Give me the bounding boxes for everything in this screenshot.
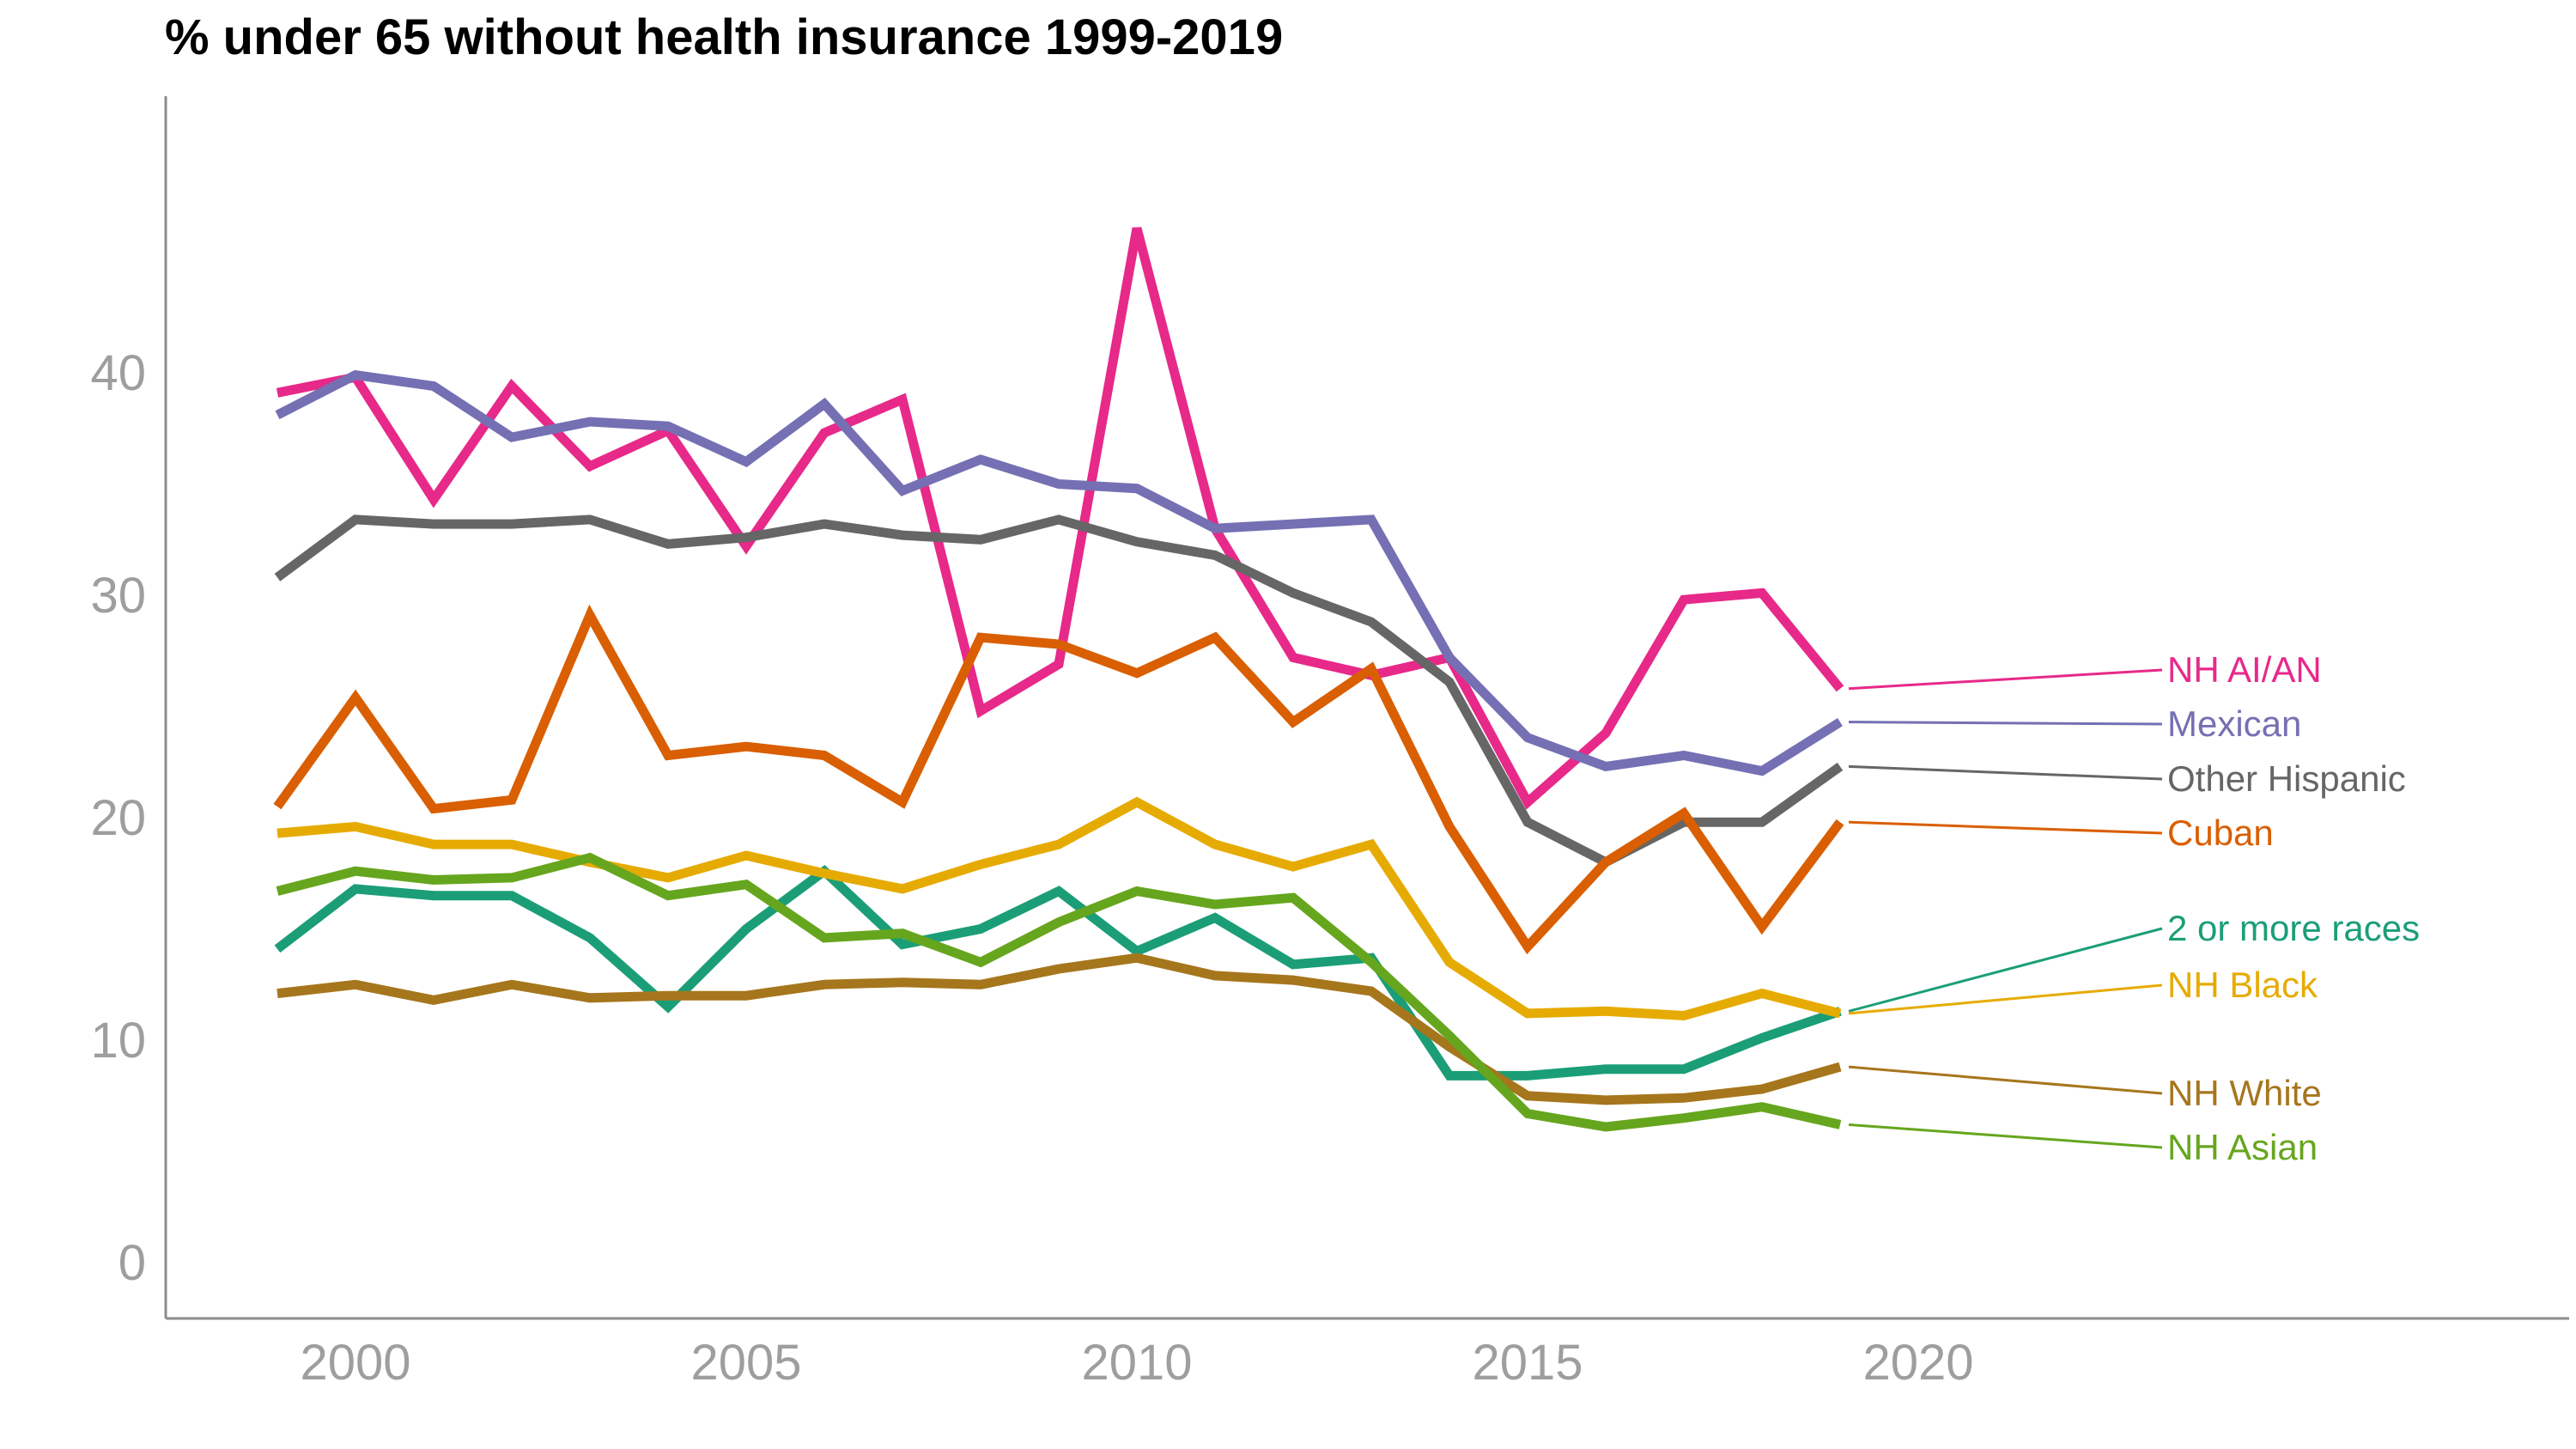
leader-line-other-hispanic [1848, 764, 2163, 781]
series-line-mexican [275, 369, 1843, 776]
y-tick-label: 0 [118, 1235, 146, 1291]
chart-title: % under 65 without health insurance 1999… [165, 9, 1284, 65]
leader-line-cuban [1848, 820, 2163, 835]
x-tick-label: 2020 [1862, 1335, 1973, 1391]
x-tick-label: 2010 [1081, 1335, 1192, 1391]
y-tick-label: 40 [90, 345, 146, 401]
series-label-nh-white: NH White [2167, 1073, 2322, 1113]
y-tick-labels: 0 10 20 30 40 [90, 345, 146, 1291]
series-line-cuban [273, 604, 1844, 955]
leader-line-nh-white [1848, 1065, 2163, 1095]
series-line-nh-white [276, 953, 1842, 1105]
leader-line-nh-ai-an [1848, 668, 2163, 691]
x-tick-label: 2015 [1472, 1335, 1583, 1391]
leader-line-nh-black [1848, 983, 2163, 1015]
x-tick-label: 2005 [690, 1335, 801, 1391]
x-tick-label: 2000 [300, 1335, 410, 1391]
series-label-nh-black: NH Black [2167, 965, 2318, 1005]
x-tick-labels: 2000 2005 2010 2015 2020 [300, 1335, 1973, 1391]
series-label-2-or-more-races: 2 or more races [2167, 908, 2420, 948]
series-label-mexican: Mexican [2167, 703, 2301, 744]
leader-line-mexican [1848, 721, 2163, 726]
series-lines [273, 227, 1844, 1132]
series-line-nh-asian [276, 852, 1842, 1132]
y-tick-label: 30 [90, 568, 146, 624]
leader-line-2-or-more-races [1848, 927, 2163, 1013]
series-line-other-hispanic [274, 514, 1844, 868]
series-line-2-or-more-races [274, 865, 1842, 1081]
series-labels: NH AI/AN Mexican Other Hispanic Cuban 2 or m… [1848, 649, 2420, 1167]
y-tick-label: 10 [90, 1013, 146, 1068]
series-label-other-hispanic: Other Hispanic [2167, 758, 2406, 799]
leader-line-nh-asian [1848, 1123, 2163, 1149]
series-line-nh-black [276, 796, 1842, 1021]
series-label-nh-ai-an: NH AI/AN [2167, 649, 2322, 690]
y-tick-label: 20 [90, 790, 146, 846]
series-label-cuban: Cuban [2167, 813, 2274, 853]
series-label-nh-asian: NH Asian [2167, 1127, 2318, 1167]
